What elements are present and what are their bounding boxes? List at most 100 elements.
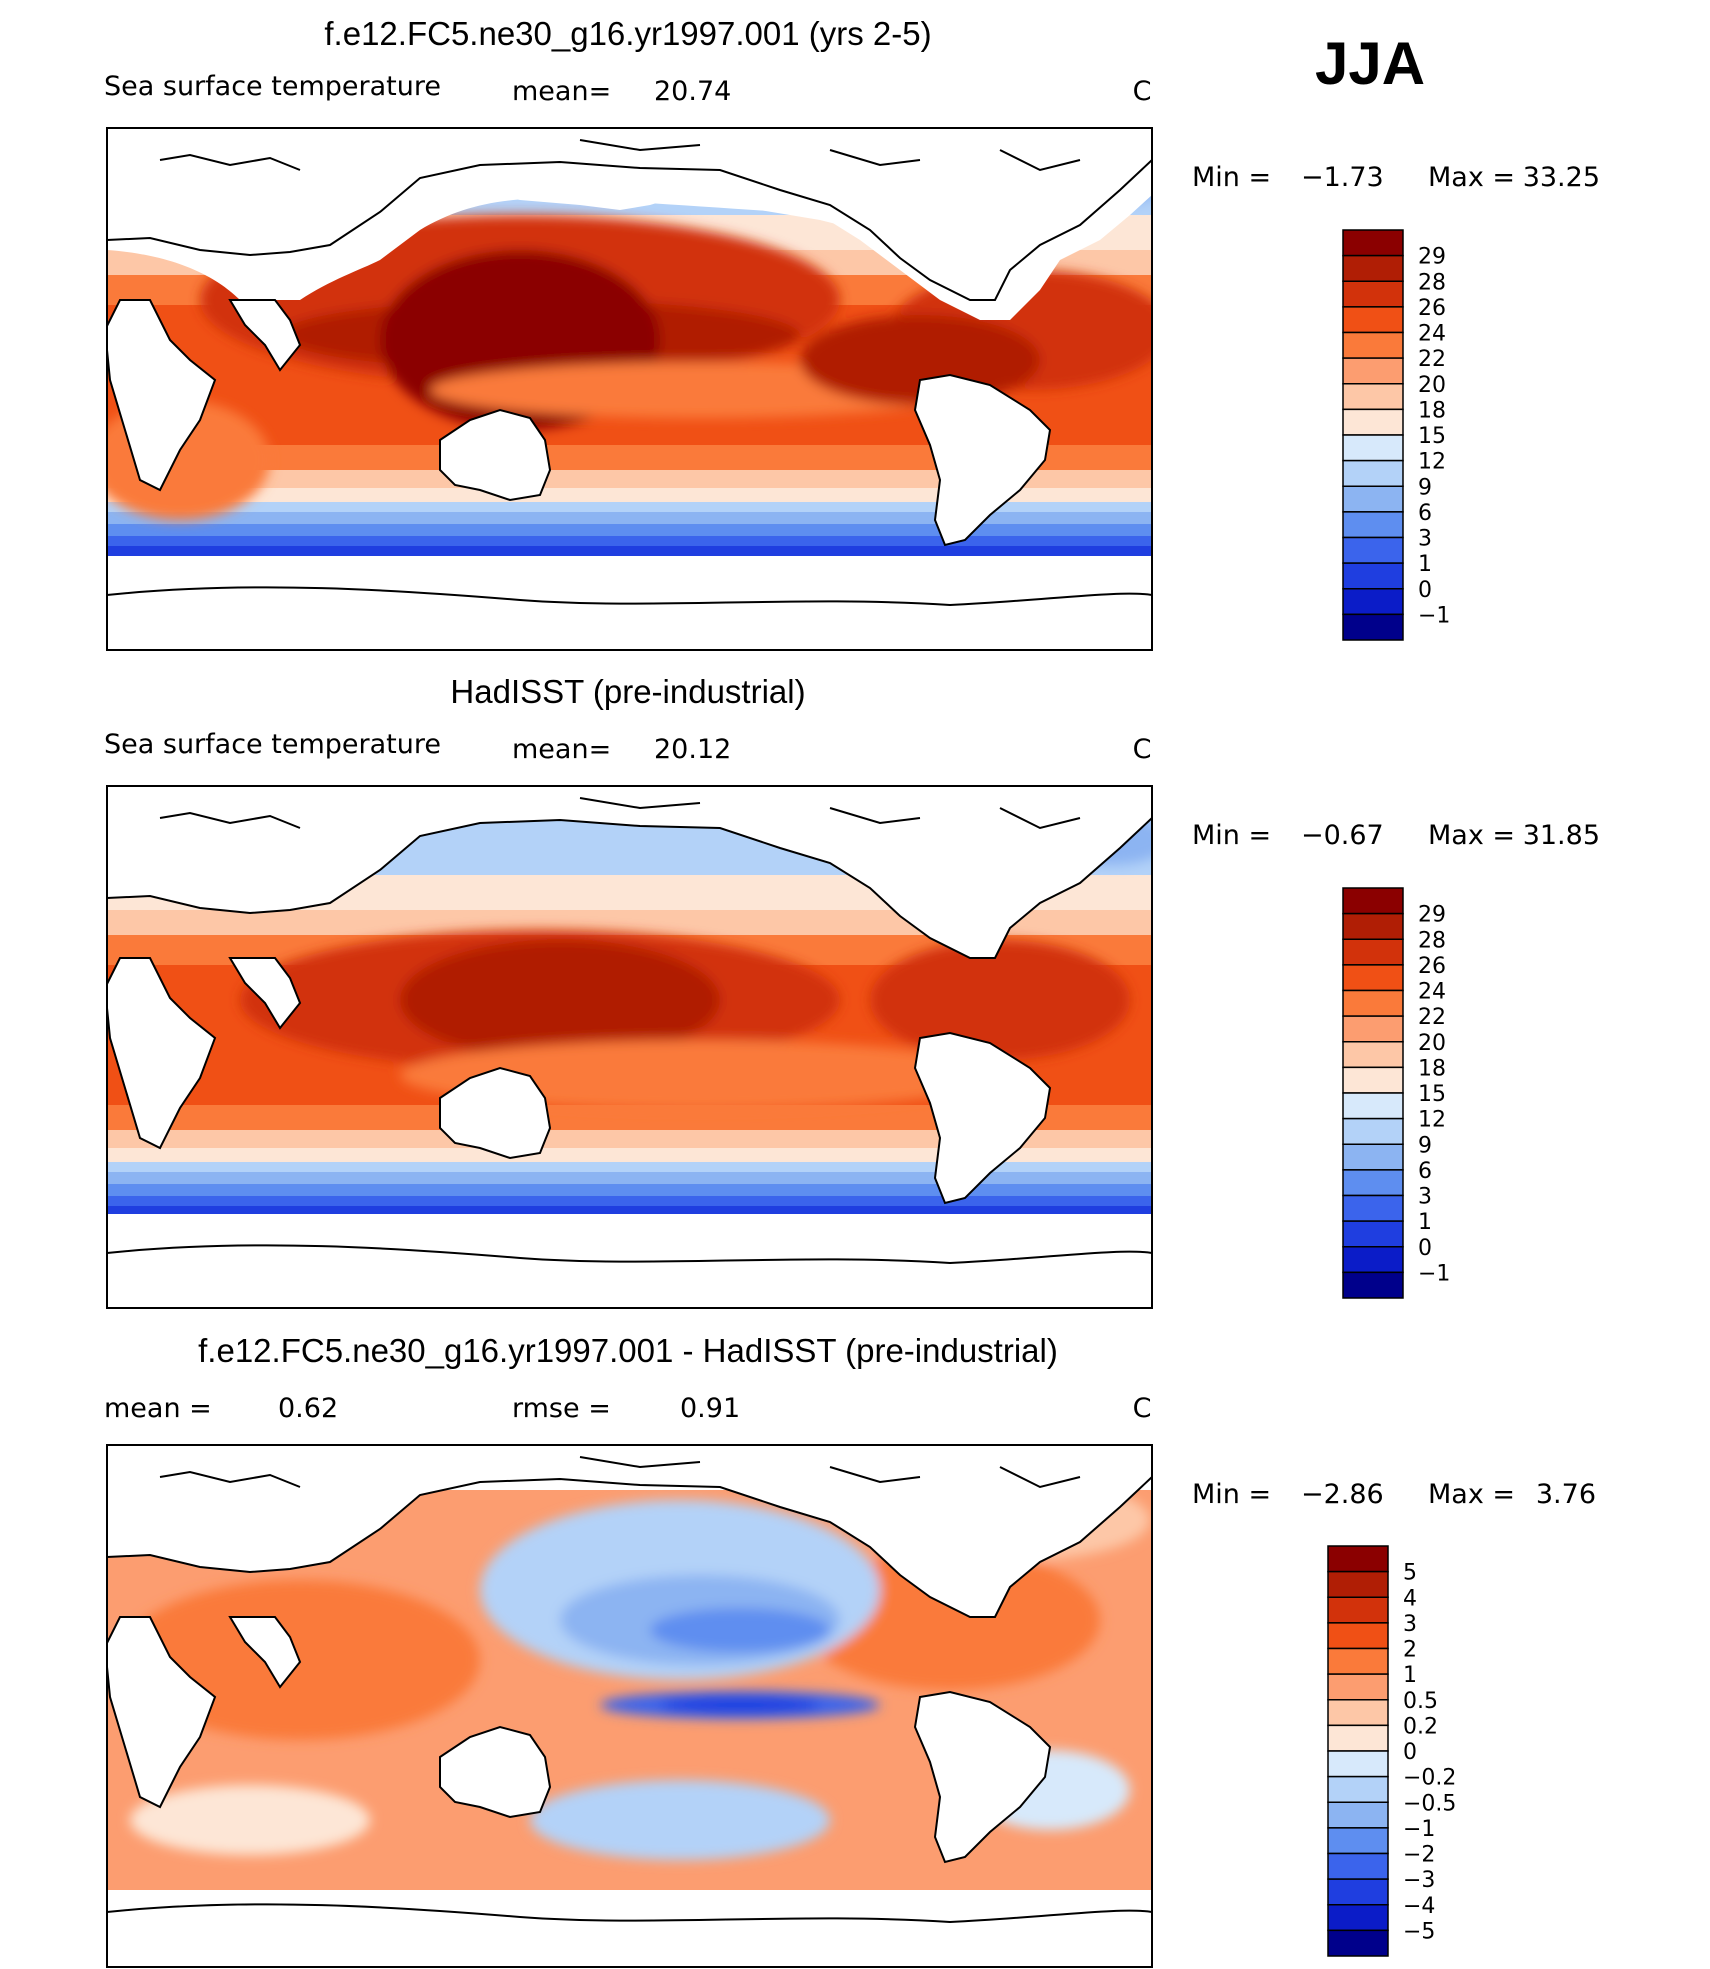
min-value: −1.73	[1301, 162, 1384, 193]
mean-label: mean =	[104, 1393, 212, 1424]
colorbar-tick-label: −0.5	[1403, 1791, 1456, 1816]
min-label: Min =	[1192, 1479, 1271, 1510]
colorbar-tick-label: 20	[1418, 373, 1446, 398]
colorbar-swatch	[1342, 434, 1404, 462]
colorbar-tick-label: 26	[1418, 954, 1446, 979]
colorbar-tick-label: 0	[1418, 578, 1432, 603]
colorbar-tick-label: 18	[1418, 398, 1446, 423]
units-label: C	[1133, 734, 1152, 765]
colorbar-tick-label: 18	[1418, 1056, 1446, 1081]
colorbar-swatch	[1342, 459, 1404, 487]
rmse-value: 0.91	[680, 1393, 740, 1424]
colorbar-swatch	[1327, 1827, 1389, 1855]
colorbar-swatch	[1342, 938, 1404, 966]
colorbar-swatch	[1342, 964, 1404, 992]
colorbar-swatch	[1327, 1775, 1389, 1803]
colorbar-swatch	[1342, 1169, 1404, 1197]
colorbar-swatch	[1342, 1271, 1404, 1299]
map-frame	[106, 127, 1153, 651]
colorbar-swatch	[1342, 1041, 1404, 1069]
colorbar-swatch	[1327, 1570, 1389, 1598]
colorbar-tick-label: 6	[1418, 1159, 1432, 1184]
map-frame	[106, 785, 1153, 1309]
panel-model: f.e12.FC5.ne30_g16.yr1997.001 (yrs 2-5) …	[104, 15, 1600, 651]
colorbar-tick-label: 20	[1418, 1031, 1446, 1056]
colorbar-tick-label: 1	[1418, 552, 1432, 577]
colorbar-swatch	[1342, 1015, 1404, 1043]
panel-title: f.e12.FC5.ne30_g16.yr1997.001 (yrs 2-5)	[324, 15, 931, 52]
colorbar-tick-label: 29	[1418, 903, 1446, 928]
colorbar-tick-label: −4	[1403, 1894, 1435, 1919]
colorbar-swatch	[1327, 1750, 1389, 1778]
rmse-label: rmse =	[512, 1393, 611, 1424]
colorbar-tick-label: 22	[1418, 347, 1446, 372]
season-label: JJA	[1315, 30, 1425, 97]
colorbar-tick-label: 0	[1403, 1740, 1417, 1765]
colorbar-swatch	[1342, 536, 1404, 564]
colorbar-swatch	[1342, 1117, 1404, 1145]
colorbar-swatch	[1342, 408, 1404, 436]
colorbar-tick-label: 29	[1418, 245, 1446, 270]
max-value: 31.85	[1523, 820, 1600, 851]
colorbar-tick-label: 15	[1418, 1082, 1446, 1107]
colorbar-swatch	[1327, 1673, 1389, 1701]
colorbar-tick-label: 12	[1418, 450, 1446, 475]
min-label: Min =	[1192, 820, 1271, 851]
colorbar-swatch	[1342, 1220, 1404, 1248]
colorbar-swatch	[1342, 511, 1404, 539]
colorbar-swatch	[1342, 331, 1404, 359]
colorbar-tick-label: 4	[1403, 1586, 1417, 1611]
colorbar-swatch	[1327, 1647, 1389, 1675]
colorbar-swatch	[1342, 989, 1404, 1017]
colorbar-tick-label: 12	[1418, 1108, 1446, 1133]
min-label: Min =	[1192, 162, 1271, 193]
colorbar-tick-label: 3	[1403, 1612, 1417, 1637]
colorbar-swatch	[1327, 1545, 1389, 1573]
panel-title: f.e12.FC5.ne30_g16.yr1997.001 - HadISST …	[198, 1332, 1058, 1369]
colorbar-swatch	[1327, 1801, 1389, 1829]
colorbar-swatch	[1327, 1724, 1389, 1752]
colorbar-tick-label: 0	[1418, 1236, 1432, 1261]
max-label: Max =	[1428, 820, 1515, 851]
min-value: −0.67	[1301, 820, 1384, 851]
colorbar-tick-label: 2	[1403, 1638, 1417, 1663]
min-value: −2.86	[1301, 1479, 1384, 1510]
panel-title: HadISST (pre-industrial)	[450, 673, 805, 710]
map-frame	[106, 1444, 1153, 1968]
colorbar-tick-label: 6	[1418, 501, 1432, 526]
colorbar-swatch	[1342, 254, 1404, 282]
colorbar-swatch	[1342, 613, 1404, 641]
units-label: C	[1133, 1393, 1152, 1424]
colorbar-tick-label: 0.2	[1403, 1714, 1438, 1739]
units-label: C	[1133, 76, 1152, 107]
sst-field	[107, 786, 1152, 1308]
mean-value: 0.62	[278, 1393, 338, 1424]
colorbar-tick-label: −1	[1403, 1817, 1435, 1842]
mean-value: 20.74	[654, 76, 731, 107]
colorbar-swatch	[1342, 912, 1404, 940]
panel-observed: HadISST (pre-industrial) Sea surface tem…	[104, 673, 1600, 1309]
colorbar-swatch	[1327, 1878, 1389, 1906]
colorbar-tick-label: −1	[1418, 603, 1450, 628]
colorbar-swatch	[1327, 1596, 1389, 1624]
colorbar-swatch	[1342, 383, 1404, 411]
colorbar-swatch	[1342, 357, 1404, 385]
colorbar-tick-label: 15	[1418, 424, 1446, 449]
colorbar-tick-label: −3	[1403, 1868, 1435, 1893]
colorbar-tick-label: 9	[1418, 1133, 1432, 1158]
colorbar-swatch	[1342, 588, 1404, 616]
colorbar-tick-label: 28	[1418, 928, 1446, 953]
max-value: 33.25	[1523, 162, 1600, 193]
mean-label: mean=	[512, 734, 611, 765]
colorbar-swatch	[1342, 1143, 1404, 1171]
sst-difference-field	[107, 1445, 1152, 1967]
colorbar-swatch	[1342, 1092, 1404, 1120]
colorbar-swatch	[1342, 229, 1404, 257]
colorbar-swatch	[1342, 1246, 1404, 1274]
variable-label: Sea surface temperature	[104, 729, 441, 760]
colorbar-swatch	[1342, 1066, 1404, 1094]
sst-field	[107, 128, 1152, 650]
